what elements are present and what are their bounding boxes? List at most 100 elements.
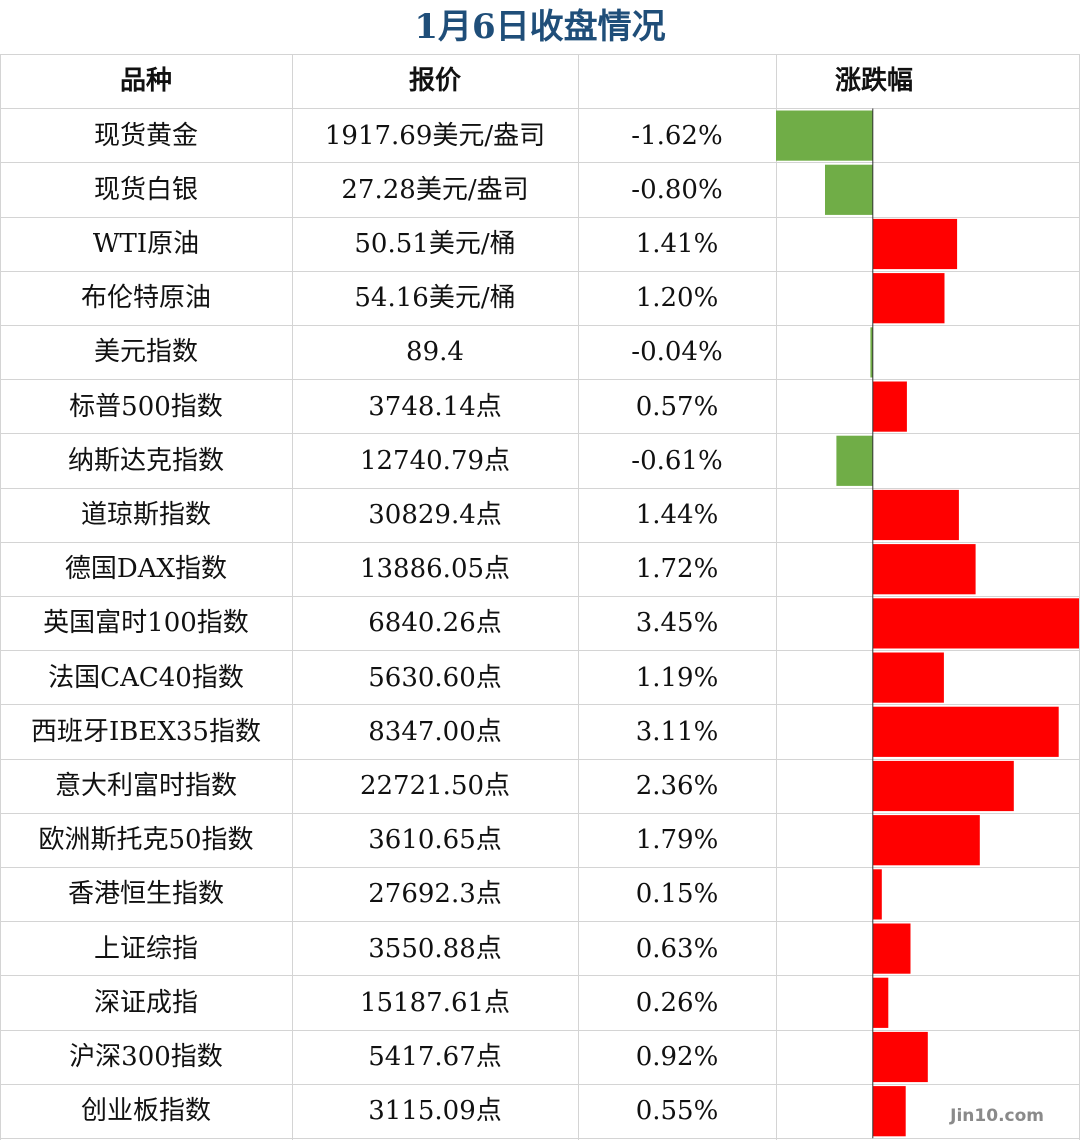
row-price: 5630.60点: [368, 662, 502, 693]
row-name: 沪深300指数: [69, 1041, 223, 1072]
row-price: 3610.65点: [368, 825, 502, 856]
bar-17: [872, 1031, 928, 1083]
grid-line-h: [0, 975, 1080, 976]
grid-line-v: [776, 54, 777, 1140]
row-change: 0.92%: [635, 1041, 719, 1072]
row-price: 3550.88点: [368, 933, 502, 964]
row-change: 2.36%: [635, 770, 719, 801]
grid-line-h: [0, 1138, 1080, 1139]
bar-16: [872, 977, 889, 1028]
grid-line-h: [0, 867, 1080, 868]
row-name: 德国DAX指数: [64, 554, 228, 585]
page-title: 1月6日收盘情况: [414, 7, 666, 47]
bar-8: [872, 544, 976, 595]
row-name: 法国CAC40指数: [48, 662, 244, 693]
row-price: 15187.61点: [359, 987, 511, 1018]
bar-12: [872, 760, 1014, 812]
row-price: 6840.26点: [368, 608, 502, 639]
row-change: 1.72%: [635, 554, 719, 585]
row-change: -0.04%: [631, 337, 723, 368]
row-name: 现货白银: [93, 174, 198, 205]
row-price: 50.51美元/桶: [354, 228, 516, 259]
grid-line-v: [292, 54, 293, 1140]
bar-5: [872, 381, 907, 432]
row-change: 1.19%: [635, 662, 719, 693]
grid-line-v: [578, 54, 579, 1140]
bar-10: [872, 652, 944, 703]
row-name: 标普500指数: [69, 391, 223, 422]
row-name: 香港恒生指数: [67, 879, 224, 910]
header-change: 涨跌幅: [834, 66, 913, 96]
grid-line-h: [0, 271, 1080, 272]
grid-line-h: [0, 162, 1080, 163]
grid-line-h: [0, 108, 1080, 109]
grid-line-h: [0, 1030, 1080, 1031]
row-name: 纳斯达克指数: [67, 445, 224, 476]
row-change: 1.41%: [635, 228, 719, 259]
grid-line-v: [0, 54, 1, 1140]
row-change: 0.55%: [635, 1096, 719, 1127]
row-name: 西班牙IBEX35指数: [31, 716, 261, 747]
row-change: 3.45%: [635, 608, 719, 639]
bar-0: [776, 110, 873, 161]
bar-7: [872, 489, 959, 541]
bar-11: [872, 706, 1059, 757]
row-name: 欧洲斯托克50指数: [38, 825, 254, 856]
grid-line-h: [0, 217, 1080, 218]
bar-6: [836, 435, 873, 486]
row-change: 0.57%: [635, 391, 719, 422]
watermark: Jin10.com: [950, 1106, 1044, 1126]
row-name: 布伦特原油: [80, 283, 211, 314]
row-price: 89.4: [406, 337, 464, 368]
grid-line-h: [0, 1084, 1080, 1085]
row-name: 深证成指: [93, 987, 198, 1018]
bar-15: [872, 923, 911, 974]
row-change: 0.15%: [635, 879, 719, 910]
row-price: 3748.14点: [368, 391, 502, 422]
header-name: 品种: [119, 66, 172, 96]
bar-2: [872, 218, 958, 270]
row-name: 意大利富时指数: [54, 770, 237, 801]
row-price: 30829.4点: [368, 499, 502, 530]
grid-line-h: [0, 488, 1080, 489]
grid-line-h: [0, 596, 1080, 597]
row-price: 54.16美元/桶: [354, 283, 516, 314]
row-change: -1.62%: [631, 120, 723, 151]
row-price: 27692.3点: [368, 879, 502, 910]
bar-1: [825, 164, 873, 215]
row-price: 22721.50点: [359, 770, 511, 801]
row-name: 创业板指数: [80, 1096, 211, 1127]
row-change: 1.44%: [635, 499, 719, 530]
grid-line-h: [0, 542, 1080, 543]
row-price: 5417.67点: [368, 1041, 502, 1072]
row-price: 27.28美元/盎司: [341, 174, 529, 205]
row-name: 现货黄金: [93, 120, 198, 151]
grid-line-h: [0, 921, 1080, 922]
row-name: 英国富时100指数: [43, 608, 249, 639]
row-change: -0.80%: [631, 174, 723, 205]
grid-line-h: [0, 650, 1080, 651]
row-change: 0.63%: [635, 933, 719, 964]
row-name: WTI原油: [92, 228, 200, 259]
row-change: 0.26%: [635, 987, 719, 1018]
grid-line-h: [0, 704, 1080, 705]
bar-14: [872, 869, 882, 920]
header-price: 报价: [408, 66, 461, 96]
row-change: 3.11%: [635, 716, 719, 747]
row-name: 美元指数: [93, 337, 198, 368]
grid-line-h: [0, 54, 1080, 55]
bar-18: [872, 1086, 906, 1137]
row-price: 12740.79点: [359, 445, 511, 476]
row-change: 1.20%: [635, 283, 719, 314]
grid-line-h: [0, 433, 1080, 434]
bar-13: [872, 815, 980, 866]
row-price: 8347.00点: [368, 716, 502, 747]
grid-line-h: [0, 379, 1080, 380]
row-price: 3115.09点: [368, 1096, 502, 1127]
row-change: 1.79%: [635, 825, 719, 856]
row-change: -0.61%: [631, 445, 723, 476]
grid-line-h: [0, 813, 1080, 814]
grid-line-h: [0, 325, 1080, 326]
